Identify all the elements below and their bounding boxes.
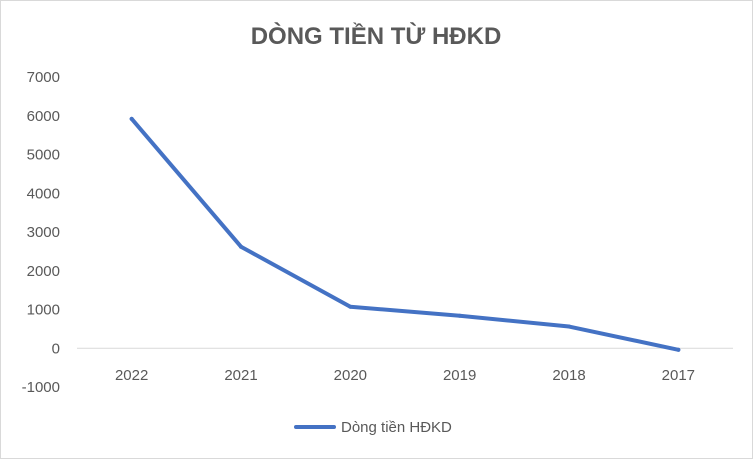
series-group (129, 116, 681, 352)
data-point (239, 244, 243, 249)
x-tick-label: 2019 (443, 367, 476, 384)
y-tick-label: 3000 (27, 224, 60, 241)
y-tick-label: 4000 (27, 185, 60, 202)
chart-title: DÒNG TIỀN TỪ HĐKD (251, 22, 502, 50)
data-point (676, 347, 681, 352)
y-tick-label: 7000 (27, 69, 60, 86)
y-tick-label: 2000 (27, 263, 60, 280)
data-point (129, 116, 134, 121)
x-tick-label: 2018 (552, 367, 585, 384)
x-tick-label: 2020 (334, 367, 367, 384)
data-point (348, 304, 353, 309)
data-point (567, 324, 571, 329)
x-tick-label: 2017 (662, 367, 695, 384)
y-tick-label: -1000 (22, 379, 60, 396)
legend-label: Dòng tiền HĐKD (341, 419, 452, 436)
y-tick-label: 1000 (27, 302, 60, 319)
x-axis-ticks: 2022 2021 2020 2019 2018 2017 (115, 367, 695, 384)
y-tick-label: 0 (52, 340, 60, 357)
y-tick-label: 5000 (27, 147, 60, 164)
x-tick-label: 2021 (224, 367, 257, 384)
data-point (457, 313, 462, 318)
x-tick-label: 2022 (115, 367, 148, 384)
y-tick-label: 6000 (27, 108, 60, 125)
y-axis-ticks: 7000 6000 5000 4000 3000 2000 1000 0 -1000 (22, 69, 60, 396)
legend: Dòng tiền HĐKD (294, 419, 452, 436)
series-line (129, 116, 681, 352)
